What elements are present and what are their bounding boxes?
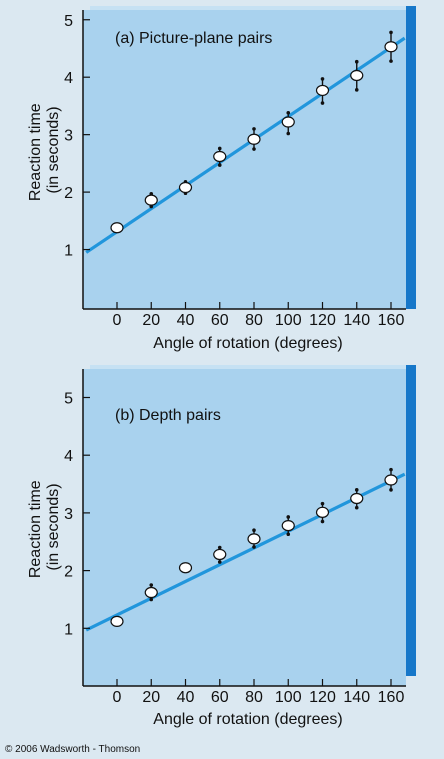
panel-b-data-point <box>247 533 261 545</box>
panel-a-y-tick-label: 5 <box>64 13 73 30</box>
panel-b-x-tick-label: 20 <box>142 689 160 706</box>
panel-b-y-tick-label: 1 <box>64 621 73 638</box>
panel-b-y-tick-label: 4 <box>64 448 73 465</box>
panel-a-shadow <box>406 6 416 309</box>
panel-b-x-tick-label: 100 <box>275 689 302 706</box>
panel-a-x-tick-label: 60 <box>211 312 229 329</box>
panel-a-x-tick-label: 20 <box>142 312 160 329</box>
panel-a-y-axis-label-line2: (in seconds) <box>45 106 62 193</box>
panel-b-plot-area <box>83 369 406 686</box>
panel-b-data-point <box>144 586 158 599</box>
panel-a-data-point <box>110 222 124 234</box>
panel-b-x-tick-label: 140 <box>343 689 370 706</box>
panel-a-x-tick-label: 40 <box>177 312 195 329</box>
panel-b-data-point <box>213 548 227 561</box>
panel-a-plot-area <box>83 10 406 309</box>
panel-b-chart: 1 2 3 4 5 0 20 40 60 80 100 120 140 160 (b) Depth pa… <box>27 365 416 728</box>
panel-a-y-tick-label: 1 <box>64 243 73 260</box>
panel-a-data-point <box>178 181 193 194</box>
panel-b-data-point <box>110 615 124 627</box>
panel-b-x-tick-label: 0 <box>113 689 122 706</box>
panel-a-y-axis-label-line1: Reaction time <box>27 103 44 201</box>
panel-a-data-point <box>144 194 158 206</box>
panel-b-title: (b) Depth pairs <box>115 407 221 424</box>
panel-a-y-ticks: 1 2 3 4 5 <box>64 13 90 260</box>
panel-a-y-tick-label: 3 <box>64 128 73 145</box>
panel-b-y-axis-label: Reaction time (in seconds) <box>27 476 62 578</box>
panel-a-x-tick-label: 100 <box>275 312 302 329</box>
panel-a-x-tick-label: 160 <box>378 312 405 329</box>
panel-b-data-points <box>110 474 398 627</box>
panel-b-y-tick-label: 3 <box>64 506 73 523</box>
panel-a-data-point <box>213 150 227 163</box>
panel-a-data-point <box>247 133 261 145</box>
panel-a-title: (a) Picture-plane pairs <box>115 30 272 47</box>
panel-b-x-tick-label: 40 <box>177 689 195 706</box>
panel-a-x-tick-label: 120 <box>309 312 336 329</box>
panel-b-data-point <box>350 492 364 505</box>
panel-b-data-point <box>384 474 398 486</box>
panel-b-data-point <box>315 506 330 518</box>
panel-b-x-axis-label: Angle of rotation (degrees) <box>153 711 342 728</box>
panel-b-y-axis-label-line1: Reaction time <box>27 480 44 578</box>
panel-a-x-ticks: 0 20 40 60 80 100 120 140 160 <box>113 302 405 329</box>
panel-b-x-tick-label: 160 <box>378 689 405 706</box>
panel-a-x-tick-label: 0 <box>113 312 122 329</box>
panel-a-chart: 1 2 3 4 5 0 20 40 60 80 100 120 140 160 (a) Picture-… <box>27 6 416 352</box>
panel-b-x-ticks: 0 20 40 60 80 100 120 140 160 <box>113 679 405 706</box>
panel-a-x-tick-label: 140 <box>343 312 370 329</box>
panel-b-y-tick-label: 5 <box>64 391 73 408</box>
panel-b-x-tick-label: 60 <box>211 689 229 706</box>
panel-b-data-point <box>281 519 295 532</box>
panel-a-data-point <box>315 84 330 97</box>
copyright-credit: © 2006 Wadsworth - Thomson <box>5 744 141 755</box>
panel-a-x-tick-label: 80 <box>245 312 263 329</box>
panel-b-y-ticks: 1 2 3 4 5 <box>64 391 90 638</box>
panel-b-data-point <box>178 562 193 574</box>
panel-a-y-axis-label: Reaction time (in seconds) <box>27 99 62 201</box>
panel-a-y-tick-label: 4 <box>64 70 73 87</box>
panel-a-data-point <box>350 69 364 82</box>
panel-a-data-points <box>110 41 398 234</box>
panel-b-y-axis-label-line2: (in seconds) <box>45 483 62 570</box>
panel-b-x-tick-label: 80 <box>245 689 263 706</box>
panel-b-shadow <box>406 365 416 676</box>
panel-a-y-tick-label: 2 <box>64 185 73 202</box>
panel-a-x-axis-label: Angle of rotation (degrees) <box>153 335 342 352</box>
panel-a-data-point <box>384 41 398 53</box>
panel-a-data-point <box>281 116 295 128</box>
panel-b-x-tick-label: 120 <box>309 689 336 706</box>
panel-b-y-tick-label: 2 <box>64 564 73 581</box>
